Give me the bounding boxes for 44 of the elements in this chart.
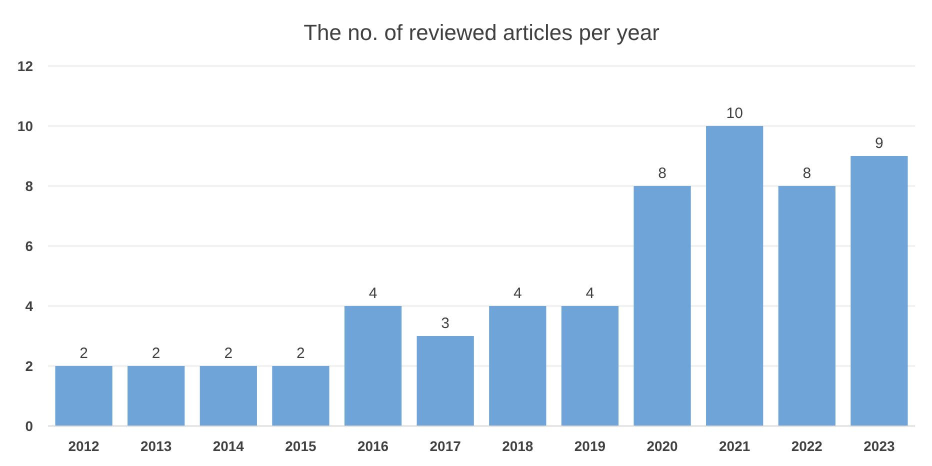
- y-tick-label: 2: [25, 358, 34, 374]
- y-tick-label: 8: [25, 178, 34, 194]
- bar: [128, 366, 185, 426]
- bar: [272, 366, 330, 426]
- x-tick-label: 2019: [574, 438, 606, 454]
- y-tick-label: 4: [25, 298, 34, 314]
- x-tick-label: 2017: [430, 438, 462, 454]
- data-label: 4: [513, 285, 522, 302]
- bar: [200, 366, 257, 426]
- data-label: 2: [80, 345, 88, 362]
- x-tick-label: 2016: [357, 438, 389, 454]
- data-label: 8: [658, 165, 666, 182]
- y-tick-label: 10: [17, 118, 34, 134]
- data-label: 8: [802, 165, 812, 182]
- x-tick-label: 2023: [864, 438, 895, 454]
- bar: [55, 366, 112, 426]
- x-tick-label: 2018: [502, 438, 534, 454]
- data-label: 3: [441, 315, 450, 332]
- x-tick-label: 2014: [212, 438, 244, 454]
- data-label: 2: [152, 345, 160, 362]
- bar: [489, 306, 546, 426]
- data-label: 4: [586, 285, 594, 302]
- data-label: 4: [368, 285, 378, 302]
- x-tick-label: 2022: [791, 438, 823, 454]
- bar: [634, 186, 691, 426]
- x-tick-label: 2012: [68, 438, 100, 454]
- x-tick-label: 2020: [646, 438, 678, 454]
- x-tick-label: 2021: [719, 438, 750, 454]
- y-tick-label: 12: [17, 58, 34, 74]
- data-label: 2: [296, 345, 305, 362]
- data-label: 9: [875, 135, 884, 152]
- y-tick-label: 6: [25, 238, 34, 254]
- data-label: 2: [224, 345, 233, 362]
- bar: [416, 336, 474, 426]
- x-tick-label: 2013: [140, 438, 172, 454]
- bar: [561, 306, 619, 426]
- bar: [850, 156, 908, 426]
- y-tick-label: 0: [25, 418, 34, 434]
- bar: [344, 306, 402, 426]
- data-label: 10: [726, 105, 743, 122]
- chart-title: The no. of reviewed articles per year: [304, 20, 660, 45]
- x-tick-label: 2015: [285, 438, 317, 454]
- bar: [778, 186, 836, 426]
- bar: [706, 126, 764, 426]
